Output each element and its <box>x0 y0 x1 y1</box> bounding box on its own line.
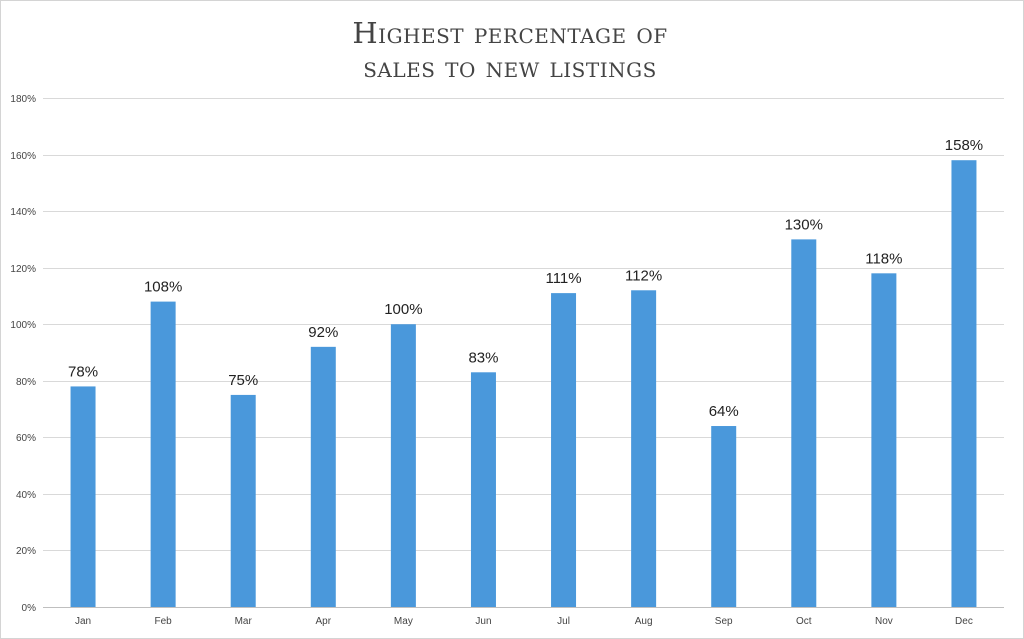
data-label: 92% <box>308 324 338 341</box>
bar <box>551 293 577 607</box>
data-label: 118% <box>865 250 902 267</box>
bar <box>230 394 256 607</box>
x-axis-tick-labels: Jan Feb Mar Apr May Jun Jul Aug Sep Oct Nov Dec <box>75 616 973 627</box>
data-label: 111% <box>545 270 581 287</box>
y-tick-label: 40% <box>16 490 36 501</box>
y-tick-label: 160% <box>10 151 36 162</box>
y-tick-label: 120% <box>10 264 36 275</box>
y-tick-label: 80% <box>16 377 36 388</box>
bar <box>631 290 657 607</box>
bar <box>150 301 176 607</box>
data-label: 75% <box>228 372 258 389</box>
y-axis-tick-labels: 0% 20% 40% 60% 80% 100% 120% 140% 160% 180% <box>10 94 36 614</box>
data-labels: 78% 108% 75% 92% 100% 83% 111% 112% 64% 130% 118% 1… <box>68 137 983 420</box>
bar <box>871 273 897 607</box>
y-tick-label: 0% <box>22 603 37 614</box>
x-tick-label: Jan <box>75 616 91 627</box>
bar <box>791 239 817 607</box>
y-tick-label: 140% <box>10 207 36 218</box>
x-tick-label: Jun <box>475 616 491 627</box>
data-label: 112% <box>625 267 662 284</box>
data-label: 83% <box>468 349 498 366</box>
bar <box>711 426 737 607</box>
y-tick-label: 60% <box>16 433 36 444</box>
x-tick-label: Dec <box>955 616 973 627</box>
bar <box>390 324 416 607</box>
gridlines <box>43 98 1004 608</box>
data-label: 108% <box>144 279 182 296</box>
x-tick-label: Aug <box>635 616 653 627</box>
y-tick-label: 180% <box>10 94 36 105</box>
x-tick-label: Jul <box>557 616 570 627</box>
x-tick-label: Oct <box>796 616 812 627</box>
data-label: 78% <box>68 363 98 380</box>
x-tick-label: Sep <box>715 616 733 627</box>
x-tick-label: Nov <box>875 616 893 627</box>
chart-title-line-2: sales to new listings <box>363 50 657 84</box>
x-tick-label: May <box>394 616 413 627</box>
data-label: 100% <box>384 301 422 318</box>
x-tick-label: Apr <box>316 616 332 627</box>
data-label: 64% <box>709 403 739 420</box>
data-label: 158% <box>945 137 983 154</box>
bars <box>70 160 977 607</box>
y-tick-label: 100% <box>10 320 36 331</box>
chart-title-line-1: Highest percentage of <box>352 16 667 50</box>
bar <box>470 372 496 607</box>
y-tick-label: 20% <box>16 546 36 557</box>
bar <box>70 386 96 607</box>
bar <box>310 346 336 607</box>
bar <box>951 160 977 607</box>
data-label: 130% <box>785 216 823 233</box>
x-tick-label: Feb <box>155 616 173 627</box>
x-tick-label: Mar <box>235 616 253 627</box>
